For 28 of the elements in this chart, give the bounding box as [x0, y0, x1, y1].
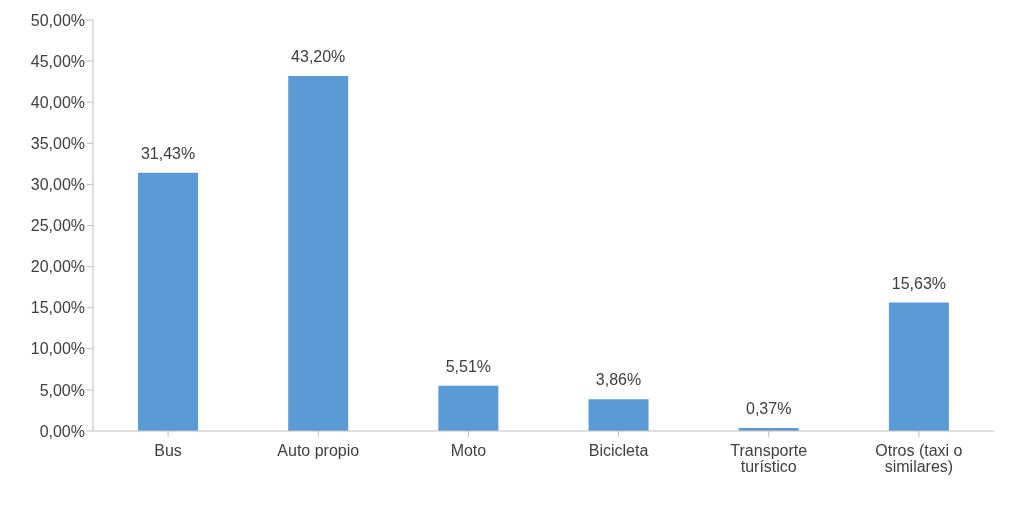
- data-label: 15,63%: [891, 274, 947, 292]
- y-tick-label: 25,00%: [30, 217, 85, 235]
- bar: [888, 302, 949, 431]
- y-tick-label: 0,00%: [39, 422, 85, 440]
- y-tick-label: 10,00%: [30, 340, 85, 358]
- bar: [288, 75, 349, 431]
- x-tick-label: Bicicleta: [588, 442, 649, 460]
- data-label: 5,51%: [445, 357, 492, 375]
- y-tick-label: 50,00%: [30, 11, 85, 29]
- data-label: 31,43%: [140, 144, 196, 162]
- y-tick-label: 30,00%: [30, 176, 85, 194]
- x-tick-label: Moto: [450, 442, 487, 460]
- data-label: 43,20%: [291, 47, 346, 65]
- x-tick-label: Transporte turístico: [730, 442, 808, 476]
- y-tick-label: 20,00%: [30, 258, 85, 276]
- y-tick-label: 45,00%: [30, 52, 85, 70]
- x-tick-label: Auto propio: [277, 442, 360, 460]
- bar: [138, 172, 199, 431]
- y-tick-label: 5,00%: [39, 381, 85, 399]
- x-tick-label: Bus: [154, 442, 182, 460]
- data-label: 0,37%: [746, 399, 792, 417]
- data-label: 3,86%: [595, 371, 642, 389]
- x-tick-label: Otros (taxi o similares): [875, 442, 963, 476]
- y-tick-label: 35,00%: [30, 134, 85, 152]
- bar: [438, 385, 499, 431]
- bar: [588, 399, 649, 431]
- y-tick-label: 15,00%: [30, 299, 85, 317]
- y-tick-label: 40,00%: [30, 93, 85, 111]
